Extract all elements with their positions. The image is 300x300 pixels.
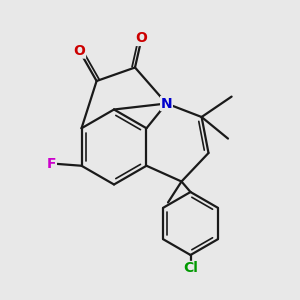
Text: F: F <box>47 157 56 170</box>
Text: Cl: Cl <box>183 262 198 275</box>
Text: O: O <box>74 44 86 58</box>
Text: N: N <box>161 97 172 110</box>
Text: O: O <box>136 32 148 45</box>
